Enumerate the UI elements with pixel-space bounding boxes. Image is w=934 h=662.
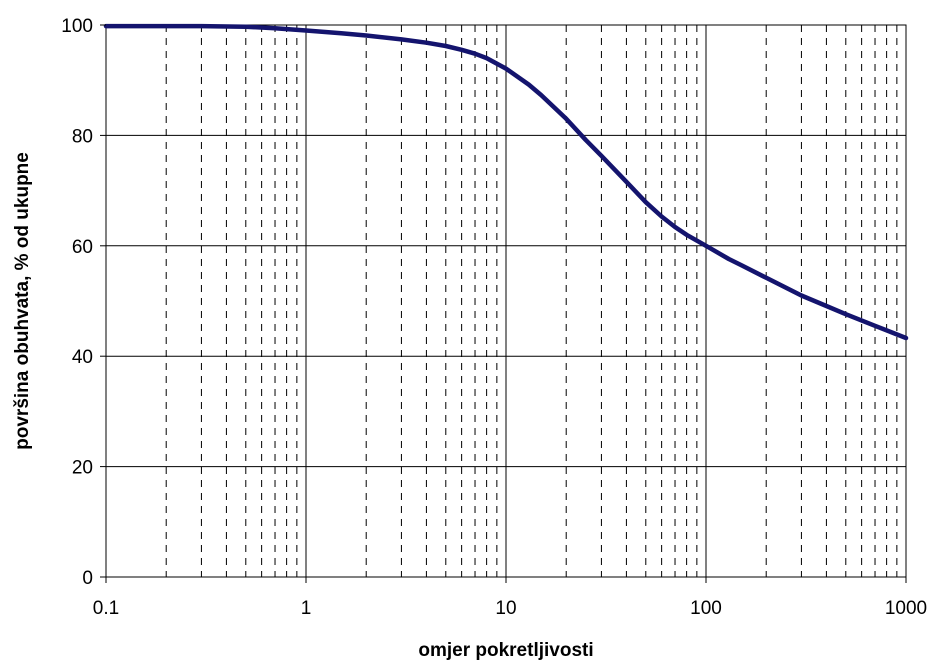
x-tick-label: 0.1 <box>93 598 119 619</box>
x-tick-label: 10 <box>495 598 516 619</box>
y-tick-label: 60 <box>72 237 93 258</box>
series-layer <box>103 23 909 341</box>
y-tick-label: 40 <box>72 347 93 368</box>
y-axis-title: površina obuhvata, % od ukupne <box>12 152 33 450</box>
y-tick-label: 20 <box>72 458 93 479</box>
x-tick-label: 1000 <box>885 598 927 619</box>
y-tick-labels: 0 20 40 60 80 100 <box>61 16 106 589</box>
y-tick-label: 80 <box>72 126 93 147</box>
series-line <box>103 23 909 341</box>
y-tick-label: 0 <box>82 568 93 589</box>
x-axis-title: omjer pokretljivosti <box>418 640 593 661</box>
y-tick-label: 100 <box>61 16 93 37</box>
x-tick-label: 1 <box>301 598 312 619</box>
x-tick-label: 100 <box>690 598 722 619</box>
minor-gridlines <box>165 25 898 577</box>
x-tick-labels: 0.1 1 10 100 1000 <box>93 577 927 619</box>
